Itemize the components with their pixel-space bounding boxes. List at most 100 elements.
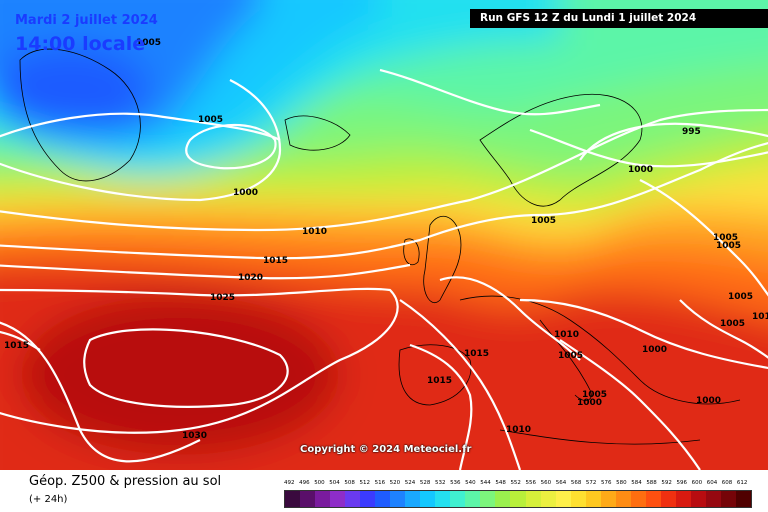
scale-label: 564 — [555, 480, 567, 486]
isobar-label: 1005 — [136, 38, 161, 48]
scale-label: 548 — [495, 480, 506, 486]
isobar-label: 1005 — [713, 233, 738, 243]
isobar-label: 1020 — [238, 273, 263, 283]
scale-swatch — [600, 491, 616, 507]
scale-swatch — [495, 491, 511, 507]
scale-swatch — [465, 491, 481, 507]
scale-swatch — [585, 491, 601, 507]
scale-label: 496 — [299, 480, 310, 486]
scale-label: 516 — [374, 480, 386, 486]
scale-swatch — [615, 491, 631, 507]
scale-label: 560 — [540, 480, 552, 486]
scale-label: 540 — [465, 480, 476, 486]
scale-swatch — [345, 491, 361, 507]
isobar-label: 1000 — [642, 345, 667, 355]
scale-label: 580 — [616, 480, 627, 486]
scale-label: 608 — [721, 480, 733, 486]
scale-label: 544 — [480, 480, 491, 486]
isobar-label: 1015 — [4, 341, 29, 351]
scale-swatch — [660, 491, 676, 507]
isobar-labels: 1005 1005 1000 1010 1015 1020 1025 1015 … — [4, 38, 768, 441]
scale-swatch — [375, 491, 391, 507]
isobar-label: 1010 — [506, 425, 531, 435]
scale-swatch — [390, 491, 406, 507]
scale-label: 556 — [525, 480, 537, 486]
isobar-label: 1005 — [558, 351, 583, 361]
scale-label: 552 — [510, 480, 521, 486]
scale-label: 572 — [585, 480, 597, 486]
scale-label: 524 — [404, 480, 416, 486]
map-graphic: 1005 1005 1000 1010 1015 1020 1025 1015 … — [0, 0, 768, 470]
isobar-label: 1005 — [720, 319, 745, 329]
scale-label: 588 — [646, 480, 657, 486]
scale-label: 576 — [601, 480, 612, 486]
scale-swatch — [645, 491, 661, 507]
scale-label: 568 — [570, 480, 582, 486]
legend-title: Géop. Z500 & pression au sol — [29, 474, 222, 489]
scale-swatch — [405, 491, 421, 507]
scale-swatch — [525, 491, 541, 507]
scale-swatch — [510, 491, 526, 507]
forecast-date: Mardi 2 juillet 2024 — [15, 13, 158, 28]
scale-swatch — [480, 491, 496, 507]
scale-label: 604 — [706, 480, 718, 486]
scale-label: 612 — [736, 480, 748, 486]
isobar-label: 1010 — [554, 330, 579, 340]
scale-label: 528 — [419, 480, 431, 486]
copyright-notice: Copyright © 2024 Meteociel.fr — [300, 444, 472, 455]
color-scale-bar — [284, 490, 752, 508]
scale-label: 520 — [389, 480, 401, 486]
isobar-label: 1000 — [577, 398, 602, 408]
scale-swatch — [735, 491, 751, 507]
isobar-label: 1015 — [427, 376, 452, 386]
scale-swatch — [360, 491, 376, 507]
isobar-label: 1010 — [302, 227, 327, 237]
scale-label: 492 — [284, 480, 295, 486]
isobar-label: 1005 — [716, 241, 741, 251]
scale-swatch — [630, 491, 646, 507]
scale-label: 584 — [631, 480, 642, 486]
scale-swatch — [315, 491, 331, 507]
scale-swatch — [720, 491, 736, 507]
scale-label: 596 — [676, 480, 688, 486]
isobar-label: 1015 — [263, 256, 288, 266]
isobar-label: 1010 — [752, 312, 768, 322]
scale-swatch — [540, 491, 556, 507]
isobar-label: 1005 — [198, 115, 223, 125]
scale-swatch — [705, 491, 721, 507]
scale-label: 600 — [691, 480, 703, 486]
isobar-label: 1005 — [531, 216, 556, 226]
isobar-label: 1000 — [628, 165, 653, 175]
scale-label: 504 — [329, 480, 340, 486]
scale-swatch — [450, 491, 466, 507]
isobars — [0, 68, 768, 470]
isobar-label: 1000 — [696, 396, 721, 406]
isobar-label: 995 — [682, 127, 701, 137]
scale-label: 592 — [661, 480, 672, 486]
legend-subtitle: (+ 24h) — [29, 494, 68, 505]
scale-label: 508 — [344, 480, 355, 486]
scale-swatch — [555, 491, 571, 507]
scale-label: 532 — [434, 480, 446, 486]
scale-swatch — [690, 491, 706, 507]
scale-swatch — [300, 491, 316, 507]
scale-swatch — [435, 491, 451, 507]
isobar-label: 1000 — [233, 188, 258, 198]
scale-label: 500 — [314, 480, 325, 486]
isobar-label: 1005 — [728, 292, 753, 302]
scale-swatch — [420, 491, 436, 507]
isobar-label: 1005 — [582, 390, 607, 400]
scale-label: 512 — [359, 480, 370, 486]
scale-swatch — [330, 491, 346, 507]
scale-swatch — [285, 491, 301, 507]
isobar-label: 1015 — [464, 349, 489, 359]
color-scale-labels: 492 496 500 504 508 512 516 520 524 528 532 536 540 5… — [284, 480, 754, 490]
scale-swatch — [570, 491, 586, 507]
scale-swatch — [675, 491, 691, 507]
isobar-label: 1030 — [182, 431, 207, 441]
forecast-time: 14:00 locale — [15, 33, 146, 55]
isobar-label: 1025 — [210, 293, 235, 303]
forecast-map: 1005 1005 1000 1010 1015 1020 1025 1015 … — [0, 0, 768, 470]
scale-label: 536 — [450, 480, 461, 486]
model-run-label: Run GFS 12 Z du Lundi 1 juillet 2024 — [470, 9, 768, 28]
